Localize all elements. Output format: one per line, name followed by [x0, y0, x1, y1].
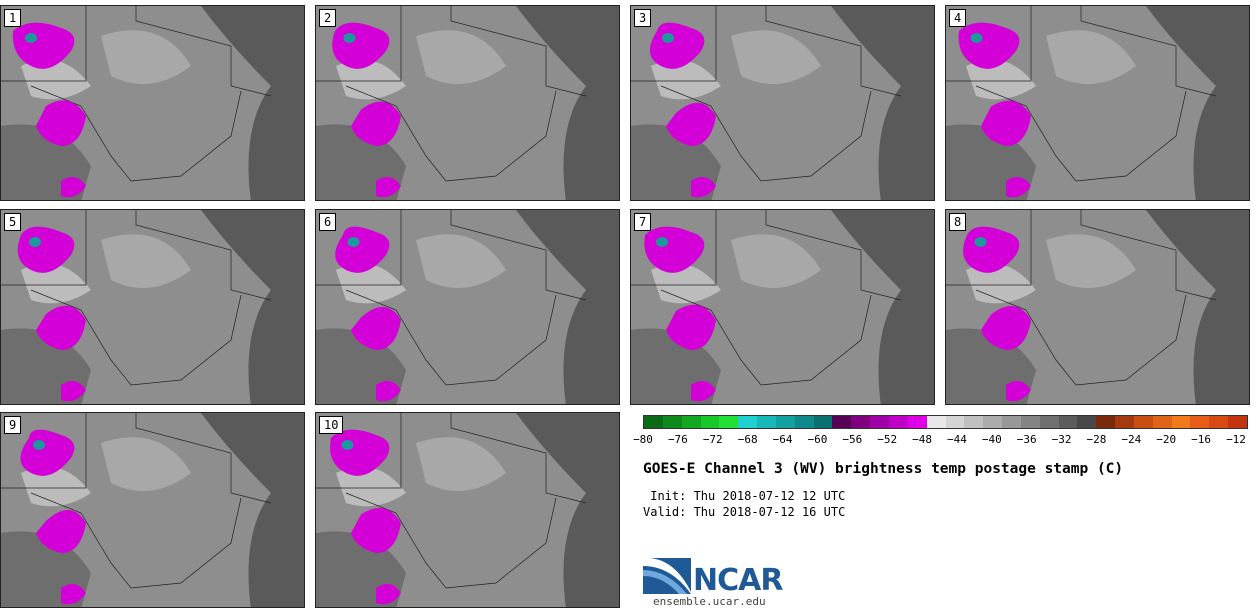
ncar-logo-text: NCAR [693, 563, 783, 598]
map-field [1, 210, 304, 404]
member-label: 3 [634, 9, 652, 27]
colorbar-tick-label: −44 [947, 433, 967, 446]
colorbar-tick-label: −56 [842, 433, 863, 446]
colorbar-tick-label: −16 [1191, 433, 1212, 446]
member-label: 8 [949, 213, 967, 231]
member-label: 10 [319, 416, 344, 434]
colorbar-swatch [1096, 416, 1116, 428]
colorbar-swatch [662, 416, 682, 428]
member-label: 5 [4, 213, 22, 231]
colorbar-swatch [719, 416, 739, 428]
colorbar-tick-label: −20 [1156, 433, 1177, 446]
colorbar-swatch [1058, 416, 1078, 428]
map-field [316, 413, 619, 607]
colorbar-tick-label: −48 [912, 433, 932, 446]
site-url: ensemble.ucar.edu [653, 595, 766, 608]
figure-title: GOES-E Channel 3 (WV) brightness temp po… [643, 461, 1124, 477]
colorbar-swatch [926, 416, 946, 428]
init-time: Init: Thu 2018-07-12 12 UTC [643, 489, 846, 503]
colorbar-swatch [1039, 416, 1059, 428]
map-field [946, 6, 1249, 200]
colorbar-swatch [1171, 416, 1191, 428]
colorbar-swatch [870, 416, 889, 428]
colorbar-tick-label: −80 [633, 433, 653, 446]
colorbar-tick-label: −28 [1086, 433, 1107, 446]
map-field [316, 6, 619, 200]
colorbar-tick-label: −24 [1121, 433, 1142, 446]
member-panel: 8 [945, 209, 1250, 405]
member-panel: 9 [0, 412, 305, 608]
colorbar-swatch [907, 416, 927, 428]
map-field [316, 210, 619, 404]
member-label: 4 [949, 9, 967, 27]
colorbar-tick-label: −40 [981, 433, 1002, 446]
colorbar-swatch [1133, 416, 1153, 428]
ncar-logo-icon [643, 557, 691, 594]
colorbar-swatch [813, 416, 833, 428]
colorbar-swatch [1115, 416, 1134, 428]
member-panel: 7 [630, 209, 935, 405]
member-label: 6 [319, 213, 337, 231]
colorbar-swatch [1002, 416, 1021, 428]
member-label: 9 [4, 416, 22, 434]
member-panel: 4 [945, 5, 1250, 201]
colorbar-swatch [738, 416, 758, 428]
colorbar-swatch [832, 416, 852, 428]
colorbar-swatch [983, 416, 1003, 428]
colorbar-tick-label: −64 [772, 433, 793, 446]
colorbar-swatch [1228, 416, 1247, 428]
member-panel: 10 [315, 412, 620, 608]
map-field [946, 210, 1249, 404]
colorbar-tick-label: −68 [737, 433, 758, 446]
colorbar-swatch [775, 416, 795, 428]
colorbar-swatch [1020, 416, 1040, 428]
colorbar-swatch [851, 416, 871, 428]
colorbar-tick-label: −72 [702, 433, 723, 446]
map-field [1, 6, 304, 200]
colorbar-tick-label: −60 [807, 433, 828, 446]
colorbar [643, 415, 1248, 429]
colorbar-swatch [1209, 416, 1229, 428]
colorbar-swatch [644, 416, 663, 428]
member-panel: 3 [630, 5, 935, 201]
colorbar-swatch [1077, 416, 1097, 428]
colorbar-swatch [794, 416, 814, 428]
colorbar-swatch [1190, 416, 1210, 428]
colorbar-tick-label: −76 [667, 433, 688, 446]
colorbar-swatch [888, 416, 908, 428]
valid-time: Valid: Thu 2018-07-12 16 UTC [643, 505, 846, 519]
colorbar-tick-label: −12 [1226, 433, 1246, 446]
colorbar-swatch [945, 416, 965, 428]
colorbar-swatch [964, 416, 984, 428]
map-field [1, 413, 304, 607]
member-panel: 2 [315, 5, 620, 201]
colorbar-swatch [700, 416, 720, 428]
member-label: 1 [4, 9, 22, 27]
member-panel: 6 [315, 209, 620, 405]
colorbar-tick-label: −52 [877, 433, 898, 446]
member-panel: 1 [0, 5, 305, 201]
member-panel: 5 [0, 209, 305, 405]
member-label: 7 [634, 213, 652, 231]
colorbar-swatch [681, 416, 701, 428]
colorbar-swatch [1152, 416, 1172, 428]
colorbar-tick-label: −32 [1051, 433, 1072, 446]
member-label: 2 [319, 9, 337, 27]
colorbar-tick-label: −36 [1016, 433, 1037, 446]
colorbar-swatch [757, 416, 776, 428]
map-field [631, 6, 934, 200]
map-field [631, 210, 934, 404]
